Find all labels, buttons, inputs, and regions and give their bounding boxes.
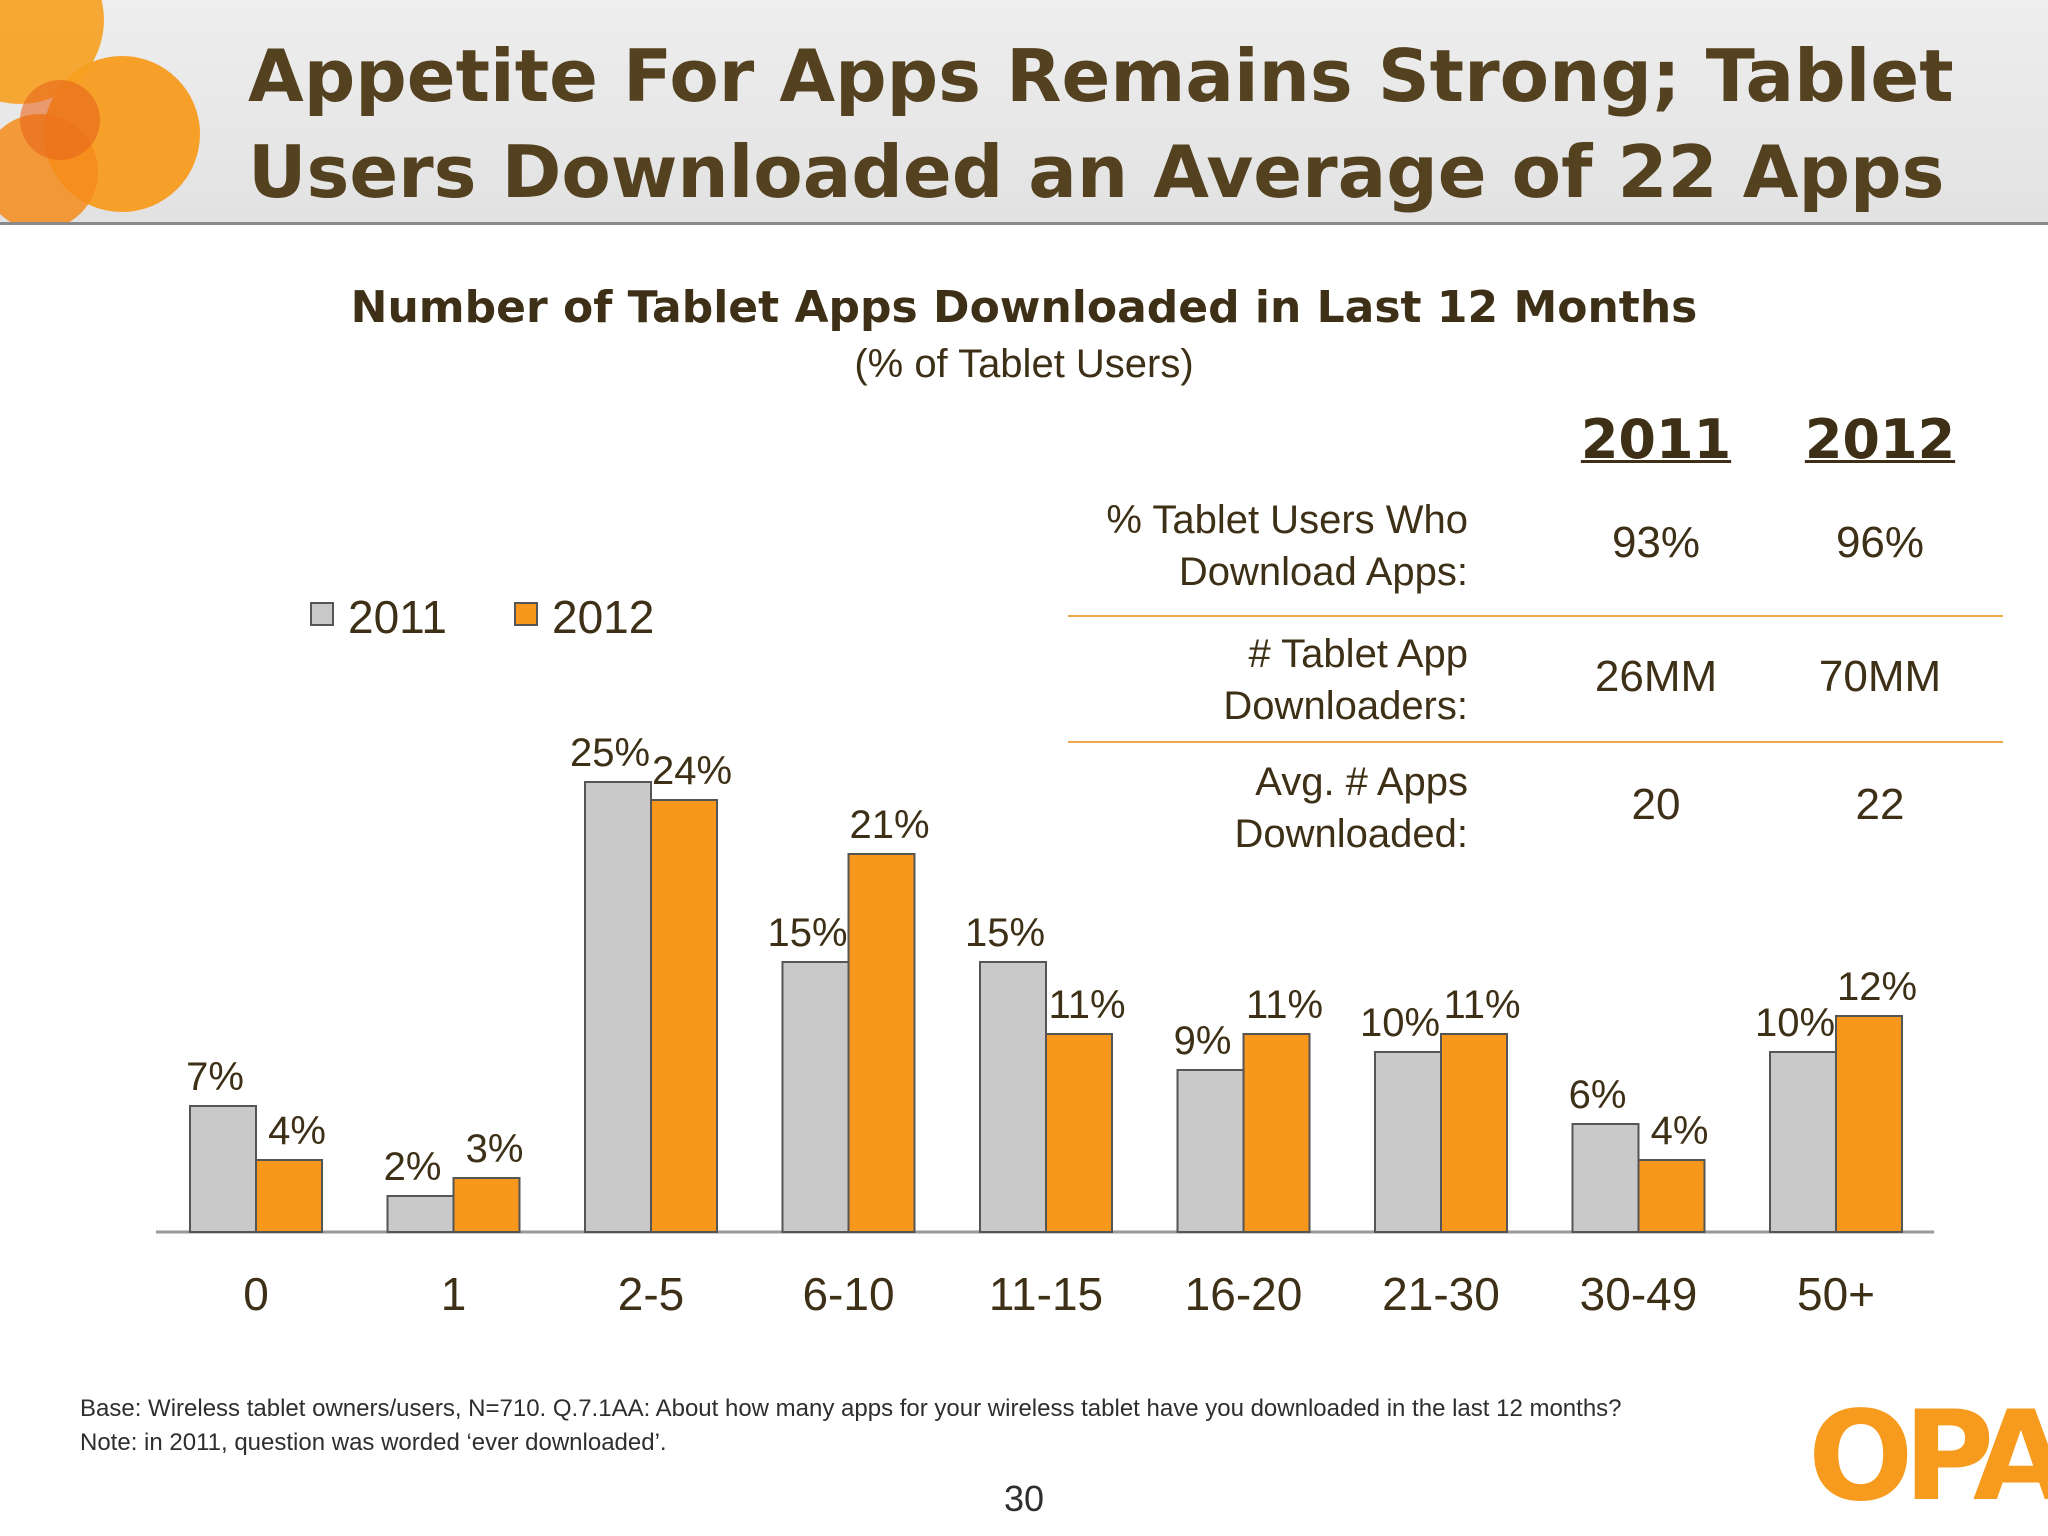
page-number: 30: [1003, 1478, 1045, 1519]
table-row-label-line1: % Tablet Users Who: [1106, 498, 1468, 542]
data-label-2012-16-20: 11%: [1246, 983, 1323, 1027]
slide-title: Appetite For Apps Remains Strong; Tablet…: [248, 28, 2008, 220]
data-label-2012-50+: 12%: [1837, 965, 1917, 1009]
bar-2012-11-15: [1045, 1033, 1113, 1233]
slide-title-line1: Appetite For Apps Remains Strong; Tablet: [248, 34, 1954, 118]
table-row-label-line1: # Tablet App: [1248, 632, 1468, 676]
data-label-2012-21-30: 11%: [1443, 983, 1520, 1027]
bar-chart: 7%4%02% 3%125% 24%2-515%21%6-1015%11%11-15…: [156, 731, 1934, 1320]
footnote: Base: Wireless tablet owners/users, N=71…: [80, 1392, 1622, 1460]
table-value-2011: 20: [1631, 780, 1681, 829]
data-label-2012-11-15: 11%: [1048, 983, 1125, 1027]
bar-2012-2-5: [650, 799, 718, 1233]
x-tick-label: 0: [243, 1268, 269, 1320]
opa-logo: OPA: [1808, 1385, 2048, 1529]
bar-2011-16-20: [1176, 1069, 1245, 1233]
table-row-label-line1: Avg. # Apps: [1255, 760, 1468, 804]
bar-2012-1: [452, 1177, 521, 1233]
table-value-2012: 70MM: [1818, 652, 1942, 701]
table-value-2011: 93%: [1611, 518, 1701, 567]
bar-2012-0: [255, 1159, 323, 1233]
footnote-line1: Base: Wireless tablet owners/users, N=71…: [80, 1395, 1622, 1422]
bar-2011-1: [386, 1195, 455, 1233]
bar-2012-16-20: [1242, 1033, 1311, 1233]
bar-2011-0: [189, 1105, 257, 1233]
data-label-2012-1: 3%: [466, 1127, 524, 1171]
table-divider: [1068, 741, 2003, 743]
bar-2011-2-5: [584, 781, 652, 1233]
data-label-2011-6-10: 15%: [767, 911, 847, 955]
data-label-2012-6-10: 21%: [849, 803, 929, 847]
chart-title: Number of Tablet Apps Downloaded in Last…: [350, 282, 1698, 333]
data-label-2011-50+: 10%: [1755, 1001, 1835, 1045]
x-tick-label: 2-5: [618, 1268, 684, 1320]
table-header-2011: 2011: [1580, 408, 1732, 471]
legend-swatch-2012: [514, 602, 538, 626]
bar-2011-11-15: [979, 961, 1047, 1233]
bar-2011-21-30: [1374, 1051, 1442, 1233]
bar-2012-6-10: [847, 853, 916, 1233]
table-value-2012: 22: [1855, 780, 1905, 829]
table-row-label-line2: Download Apps:: [1178, 550, 1468, 594]
table-row-label-line2: Downloaded:: [1234, 812, 1469, 856]
slide-title-line2: Users Downloaded an Average of 22 Apps: [248, 130, 1945, 214]
x-tick-label: 1: [441, 1268, 467, 1320]
x-tick-label: 21-30: [1382, 1268, 1500, 1320]
bar-2011-50+: [1769, 1051, 1837, 1233]
bar-2012-30-49: [1637, 1159, 1706, 1233]
table-row-label: Avg. # Apps Downloaded:: [1068, 756, 1469, 860]
decorative-circles-logo: [0, 0, 200, 222]
x-tick-label: 50+: [1797, 1268, 1875, 1320]
x-tick-label: 30-49: [1580, 1268, 1698, 1320]
table-value-2012: 96%: [1835, 518, 1925, 567]
bar-2011-30-49: [1571, 1123, 1640, 1233]
slide-header: Appetite For Apps Remains Strong; Tablet…: [0, 0, 2048, 225]
table-row-label: # Tablet App Downloaders:: [1068, 628, 1468, 732]
bar-2012-21-30: [1440, 1033, 1508, 1233]
table-divider: [1068, 615, 2003, 617]
legend-label-2011: 2011: [348, 591, 447, 643]
x-tick-label: 6-10: [802, 1268, 894, 1320]
footnote-line2: Note: in 2011, question was worded ‘ever…: [80, 1429, 667, 1456]
data-label-2011-1: 2%: [384, 1145, 442, 1189]
data-label-2011-16-20: 9%: [1174, 1019, 1232, 1063]
table-header-2012: 2012: [1804, 408, 1956, 471]
data-label-2011-30-49: 6%: [1569, 1073, 1627, 1117]
data-label-2012-30-49: 4%: [1651, 1109, 1709, 1153]
table-row-label: % Tablet Users Who Download Apps:: [1068, 494, 1468, 598]
data-label-2011-21-30: 10%: [1360, 1001, 1440, 1045]
table-value-2011: 26MM: [1594, 652, 1718, 701]
chart-subtitle: (% of Tablet Users): [854, 342, 1194, 386]
bar-2011-6-10: [781, 961, 850, 1233]
bar-2012-50+: [1835, 1015, 1903, 1233]
data-label-2011-2-5: 25%: [570, 731, 650, 775]
x-tick-label: 16-20: [1185, 1268, 1303, 1320]
x-tick-label: 11-15: [989, 1268, 1103, 1320]
data-label-2011-0: 7%: [186, 1055, 244, 1099]
data-label-2012-2-5: 24%: [652, 749, 732, 793]
table-row-label-line2: Downloaders:: [1223, 684, 1468, 728]
legend-label-2012: 2012: [552, 591, 655, 643]
data-label-2012-0: 4%: [268, 1109, 326, 1153]
legend-swatch-2011: [310, 602, 334, 626]
data-label-2011-11-15: 15%: [965, 911, 1045, 955]
